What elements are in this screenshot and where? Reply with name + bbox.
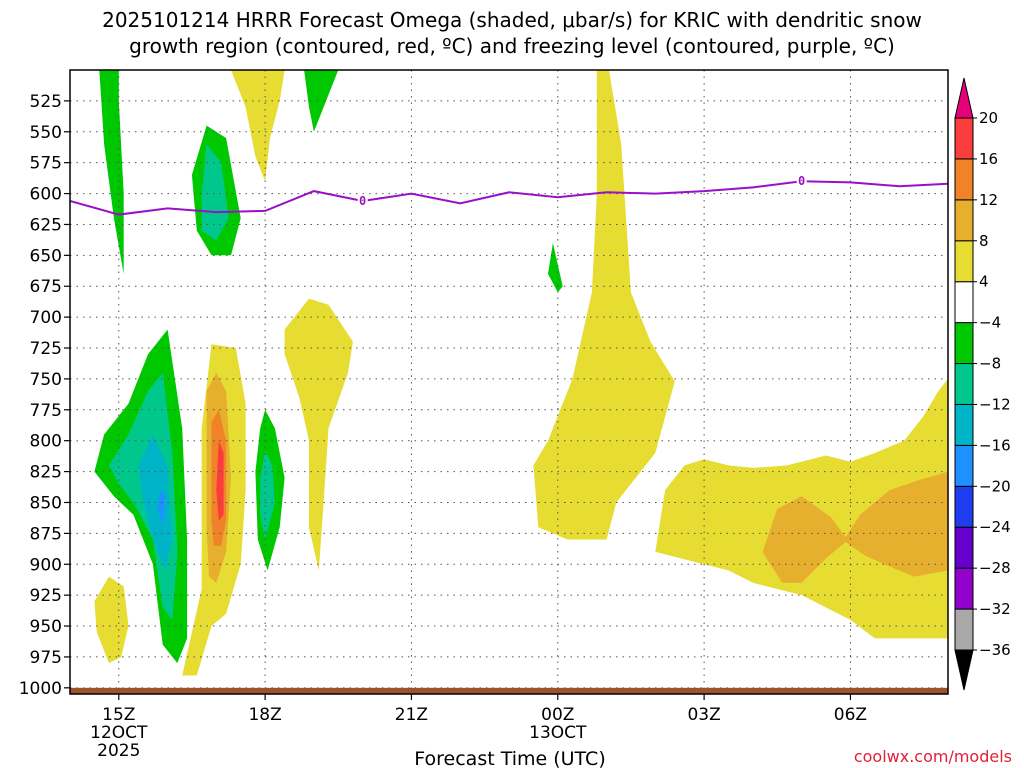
- colorbar-bin-10: [954, 199, 974, 242]
- omega-region-20: [762, 471, 948, 583]
- y-tick-label-800: 800: [30, 432, 62, 452]
- colorbar-label-3: −24: [979, 518, 1011, 536]
- freezing-level: 00: [70, 174, 948, 216]
- omega-region-15: [94, 576, 129, 664]
- plot-frame: [69, 69, 949, 695]
- colorbar-label-9: 4: [979, 273, 989, 291]
- y-tick-label-550: 550: [30, 123, 62, 143]
- y-tick-label-1000: 1000: [19, 679, 62, 699]
- omega-region-0: [99, 70, 124, 274]
- omega-region-16: [231, 70, 285, 182]
- colorbar-bin-2: [954, 526, 974, 569]
- y-tick-label-675: 675: [30, 277, 62, 297]
- omega-region-8: [157, 490, 166, 528]
- x-tick-label-27-0: 03Z: [687, 705, 720, 725]
- colorbar-label-5: −16: [979, 436, 1011, 454]
- colorbar-bin-0: [954, 608, 974, 651]
- x-tick-label-15-2: 2025: [97, 741, 140, 761]
- chart-title-line2: growth region (contoured, red, ºC) and f…: [129, 34, 895, 58]
- y-tick-label-775: 775: [30, 401, 62, 421]
- omega-region-3: [304, 70, 339, 132]
- y-tick-label-975: 975: [30, 648, 62, 668]
- y-tick-label-525: 525: [30, 92, 62, 112]
- colorbar-label-11: 12: [979, 191, 998, 209]
- credit-text: coolwx.com/models: [854, 747, 1012, 766]
- x-tick-label-24-1: 13OCT: [529, 723, 587, 743]
- colorbar-bin-8: [954, 281, 974, 324]
- colorbar-label-8: −4: [979, 314, 1001, 332]
- omega-region-18: [533, 70, 675, 540]
- omega-region-10: [260, 450, 275, 540]
- y-tick-label-650: 650: [30, 246, 62, 266]
- y-tick-label-825: 825: [30, 463, 62, 483]
- y-tick-label-925: 925: [30, 586, 62, 606]
- colorbar-label-13: 20: [979, 109, 998, 127]
- surface-band: [70, 687, 948, 694]
- y-tick-label-700: 700: [30, 308, 62, 328]
- omega-region-17: [284, 298, 353, 571]
- y-tick-label-750: 750: [30, 370, 62, 390]
- colorbar-bin-7: [954, 322, 974, 365]
- plot-area: 0052555057560062565067570072575077580082…: [19, 69, 949, 761]
- freezing-level-label-0: 0: [359, 194, 366, 208]
- colorbar-bin-11: [954, 158, 974, 201]
- colorbar: −36 −32 −28 −24 −20 −16 −12 −8 −4 4 8 12 16 20: [954, 77, 1011, 691]
- colorbar-label-12: 16: [979, 150, 998, 168]
- freezing-level-label-bg-1: [796, 174, 807, 188]
- omega-region-14: [216, 440, 224, 521]
- grid-lines: [70, 70, 948, 694]
- y-tick-label-850: 850: [30, 493, 62, 513]
- y-tick-label-575: 575: [30, 154, 62, 174]
- x-tick-label-21-0: 21Z: [395, 705, 428, 725]
- colorbar-label-4: −20: [979, 477, 1011, 495]
- colorbar-arrow-high: [954, 77, 974, 119]
- colorbar-bin-5: [954, 403, 974, 446]
- omega-shading: [70, 70, 948, 694]
- colorbar-label-10: 8: [979, 232, 989, 250]
- y-tick-label-900: 900: [30, 555, 62, 575]
- colorbar-bin-3: [954, 485, 974, 528]
- x-tick-label-18-0: 18Z: [248, 705, 281, 725]
- y-tick-label-725: 725: [30, 339, 62, 359]
- colorbar-label-1: −32: [979, 600, 1011, 618]
- colorbar-bin-1: [954, 567, 974, 610]
- x-axis-label: Forecast Time (UTC): [414, 748, 605, 768]
- y-tick-label-600: 600: [30, 185, 62, 205]
- colorbar-bin-9: [954, 240, 974, 283]
- x-tick-label-15-0: 15Z: [102, 705, 135, 725]
- y-tick-label-875: 875: [30, 524, 62, 544]
- chart-title-line1: 2025101214 HRRR Forecast Omega (shaded, …: [102, 8, 922, 32]
- y-tick-label-950: 950: [30, 617, 62, 637]
- colorbar-label-0: −36: [979, 641, 1011, 659]
- x-tick-label-15-1: 12OCT: [90, 723, 148, 743]
- x-tick-label-24-0: 00Z: [541, 705, 574, 725]
- colorbar-bin-12: [954, 117, 974, 160]
- y-tick-label-625: 625: [30, 215, 62, 235]
- colorbar-arrow-low: [954, 649, 974, 691]
- omega-region-4: [548, 243, 563, 293]
- omega-region-2: [201, 144, 229, 241]
- x-tick-label-30-0: 06Z: [834, 705, 867, 725]
- freezing-level-label-bg-0: [357, 193, 368, 207]
- colorbar-bin-4: [954, 444, 974, 487]
- colorbar-label-2: −28: [979, 559, 1011, 577]
- colorbar-bin-6: [954, 363, 974, 405]
- colorbar-label-7: −8: [979, 355, 1001, 373]
- colorbar-label-6: −12: [979, 395, 1011, 413]
- freezing-level-label-1: 0: [798, 174, 805, 188]
